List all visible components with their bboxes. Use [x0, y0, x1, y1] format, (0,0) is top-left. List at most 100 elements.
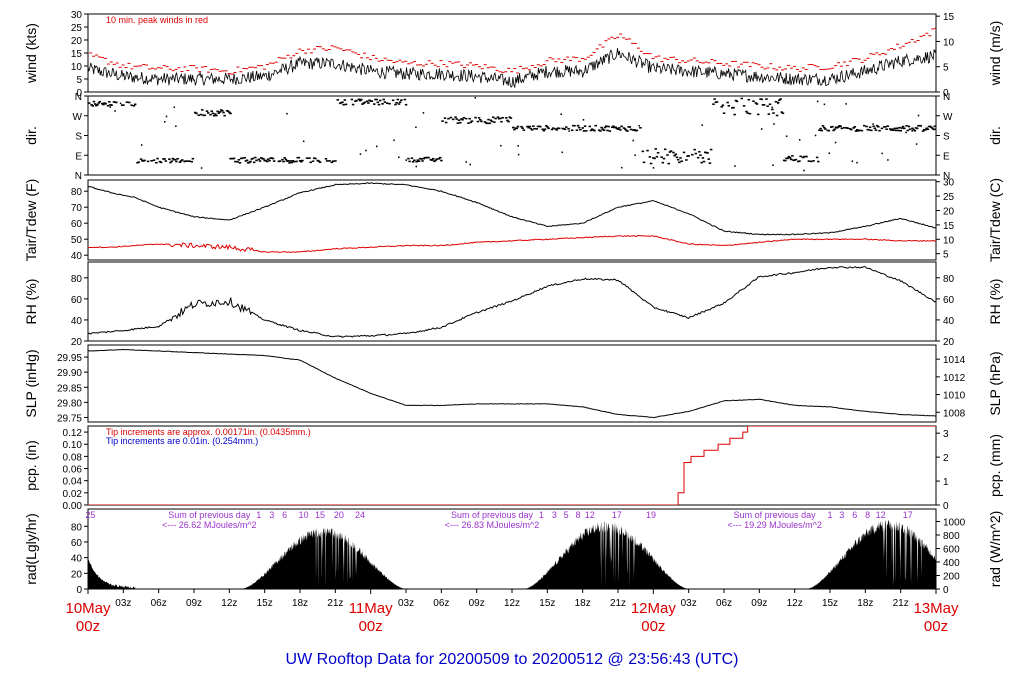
pcp-ytick-right-label: 2	[943, 453, 949, 464]
hour-tick-label: 03z	[681, 598, 697, 609]
tip-note-blue: Tip increments are 0.01in. (0.254mm.)	[106, 436, 258, 446]
rh-ytick-right-label: 20	[943, 337, 955, 348]
dir-ytick-right-label: N	[943, 92, 950, 103]
slp-plot	[88, 348, 936, 419]
rh-ylabel-right: RH (%)	[987, 279, 1003, 325]
wind-ytick-right-label: 5	[943, 63, 949, 74]
tair-line	[88, 182, 936, 236]
rh-ytick-right-label: 80	[943, 274, 955, 285]
rad-ytick-right-label: 0	[943, 585, 949, 596]
rad-ylabel: rad(Lgly/hr)	[23, 513, 39, 585]
temp-ytick-label: 70	[71, 203, 83, 214]
rh-plot	[88, 265, 936, 338]
rad-ytick-label: 60	[71, 538, 83, 549]
rad-sum-value: <--- 26.83 MJoules/m^2	[445, 520, 540, 530]
dir-ytick-label: S	[75, 132, 82, 143]
wind-ytick-label: 25	[71, 23, 83, 34]
hour-tick-label: 15z	[539, 598, 555, 609]
rad-hour-label: 12	[585, 510, 595, 520]
pcp-ytick-label: 0.00	[63, 501, 83, 512]
temp-frame	[87, 179, 937, 261]
rad-hour-label: 3	[269, 510, 274, 520]
dir-ytick-label: E	[75, 151, 82, 162]
temp-panel: 40 50 60 70 80 5 10 15 20 25 30 Tair/Tdew (F) Tair/T…	[23, 178, 1003, 262]
temp-ytick-right-label: 30	[943, 178, 955, 189]
pcp-ytick-right-label: 3	[943, 429, 949, 440]
slp-ytick-right-label: 1014	[943, 355, 966, 366]
rad-hour-label: 19	[646, 510, 656, 520]
rad-day-area	[523, 520, 689, 589]
slp-line	[88, 348, 936, 419]
dir-ytick-right-label: W	[943, 112, 953, 123]
dir-ytick-right-label: N	[943, 171, 950, 182]
time-axis: 03z 06z 09z 12z 15z 18z 21z 03z 06z 09z 12z 15z 18z 2…	[65, 589, 959, 635]
temp-ytick-label: 60	[71, 219, 83, 230]
dir-ylabel: dir.	[23, 126, 39, 145]
temp-ytick-right-label: 15	[943, 221, 955, 232]
rad-hour-label: 3	[552, 510, 557, 520]
wind-ylabel: wind (kts)	[23, 23, 39, 84]
hour-tick-label: 15z	[822, 598, 838, 609]
day-z-label: 00z	[641, 618, 665, 635]
rh-ytick-label: 60	[71, 295, 83, 306]
rad-hour-label: 6	[282, 510, 287, 520]
rad-ytick-label: 80	[71, 522, 83, 533]
day-z-label: 00z	[76, 618, 100, 635]
dir-ytick-right-label: E	[943, 151, 950, 162]
dir-ytick-label: W	[73, 112, 83, 123]
slp-ylabel: SLP (inHg)	[23, 349, 39, 417]
day-date-label: 12May	[631, 600, 677, 617]
temp-ytick-label: 80	[71, 187, 83, 198]
rad-sum-label: Sum of previous day	[734, 510, 817, 520]
temp-plot	[88, 182, 936, 253]
pcp-ytick-label: 0.02	[63, 489, 83, 500]
rh-ytick-right-label: 40	[943, 316, 955, 327]
wind-ytick-right-label: 15	[943, 12, 955, 23]
wind-ytick-label: 30	[71, 10, 83, 21]
dir-ytick-right-label: S	[943, 132, 950, 143]
chart-title: UW Rooftop Data for 20200509 to 20200512…	[285, 651, 739, 668]
slp-ytick-label: 29.95	[57, 353, 82, 364]
dir-ytick-label: N	[75, 171, 82, 182]
rad-hour-label: 10	[299, 510, 309, 520]
tip-note-red: Tip increments are approx. 0.00171in. (0…	[106, 427, 311, 437]
hour-tick-label: 12z	[787, 598, 803, 609]
slp-panel: 29.75 29.80 29.85 29.90 29.95 1008 1010 1012 101…	[23, 344, 1003, 424]
slp-ytick-right-label: 1010	[943, 391, 966, 402]
rad-hour-label: 24	[355, 510, 365, 520]
wind-speed-line	[88, 48, 936, 89]
hour-tick-label: 12z	[504, 598, 520, 609]
hour-tick-label: 18z	[575, 598, 591, 609]
pcp-plot	[88, 426, 936, 505]
wind-annotation: 10 min. peak winds in red	[106, 15, 208, 25]
tdew-line	[88, 234, 936, 253]
rad-ytick-label: 20	[71, 569, 83, 580]
rad-hour-label: 8	[575, 510, 580, 520]
rad-ytick-right-label: 600	[943, 544, 960, 555]
hour-tick-label: 06z	[151, 598, 167, 609]
temp-ytick-right-label: 25	[943, 192, 955, 203]
slp-frame	[87, 344, 937, 423]
rh-ytick-right-label: 60	[943, 295, 955, 306]
rad-hour-label: 1	[256, 510, 261, 520]
rad-sum-label: Sum of previous day	[451, 510, 534, 520]
slp-ytick-label: 29.90	[57, 368, 82, 379]
wind-ytick-label: 10	[71, 62, 83, 73]
wind-ytick-label: 20	[71, 36, 83, 47]
pcp-ytick-label: 0.04	[63, 477, 83, 488]
rad-day-area	[806, 519, 936, 589]
rad-ytick-label: 40	[71, 554, 83, 565]
rad-ytick-right-label: 400	[943, 558, 960, 569]
temp-ylabel-right: Tair/Tdew (C)	[987, 178, 1003, 262]
pcp-ytick-label: 0.06	[63, 465, 83, 476]
rad-ylabel-right: rad (W/m^2)	[987, 511, 1003, 588]
hour-tick-label: 06z	[433, 598, 449, 609]
pcp-ylabel-right: pcp. (mm)	[987, 434, 1003, 497]
temp-ytick-right-label: 20	[943, 207, 955, 218]
temp-ytick-right-label: 10	[943, 235, 955, 246]
rad-ytick-right-label: 1000	[943, 517, 966, 528]
slp-ytick-right-label: 1008	[943, 408, 966, 419]
rad-ytick-label: 0	[76, 585, 82, 596]
